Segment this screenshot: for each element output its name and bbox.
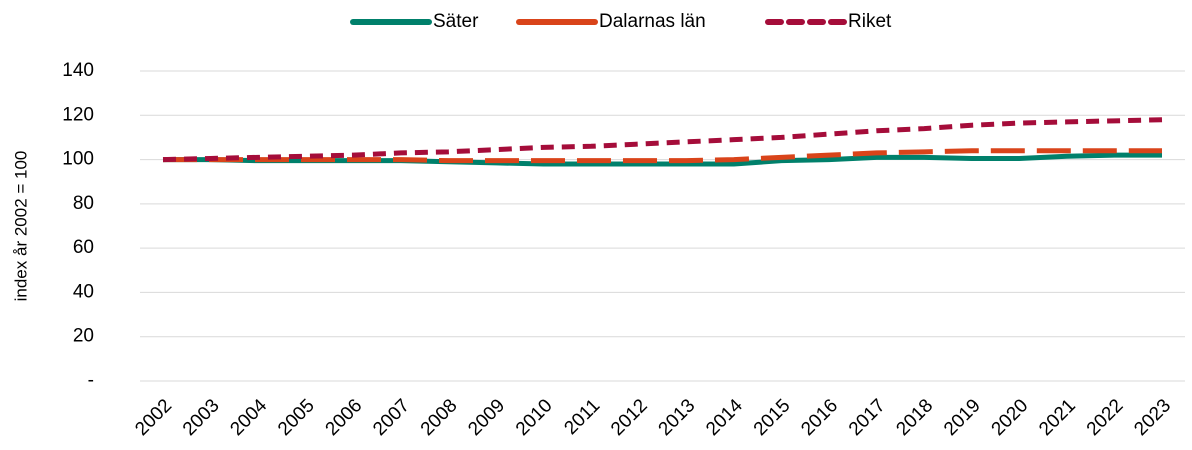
x-tick-label: 2003 [179,395,224,440]
x-tick-label: 2007 [369,395,414,440]
x-tick-label: 2017 [845,395,890,440]
x-tick-label: 2019 [940,395,985,440]
x-tick-label: 2008 [417,395,462,440]
y-axis-label: index år 2002 = 100 [11,151,30,302]
x-tick-label: 2012 [607,395,652,440]
y-tick-label: 40 [73,281,94,302]
x-tick-label: 2023 [1130,395,1175,440]
x-tick-label: 2021 [1035,395,1080,440]
line-series [162,117,1163,163]
x-tick-label: 2018 [892,395,937,440]
x-tick-label: 2013 [655,395,700,440]
legend-label: Dalarnas län [599,11,706,32]
x-tick-label: 2009 [464,395,509,440]
x-tick-label: 2015 [750,395,795,440]
y-tick-label: - [88,370,94,391]
x-tick-label: 2002 [131,395,176,440]
x-tick-label: 2006 [322,395,367,440]
x-tick-label: 2010 [512,395,557,440]
line-series [163,148,1162,164]
x-tick-label: 2016 [797,395,842,440]
x-tick-label: 2004 [226,395,271,440]
legend-label: Säter [433,11,479,32]
x-tick-label: 2020 [988,395,1033,440]
legend-label: Riket [848,11,892,32]
y-tick-label: 20 [73,326,94,347]
x-tick-label: 2011 [560,395,604,439]
y-tick-label: 140 [62,60,94,81]
x-tick-label: 2005 [274,395,319,440]
x-tick-label: 2014 [702,395,747,440]
y-tick-label: 100 [62,149,94,170]
y-tick-label: 60 [73,237,94,258]
x-tick-label: 2022 [1083,395,1128,440]
y-tick-label: 80 [73,193,94,214]
y-tick-label: 120 [62,104,94,125]
